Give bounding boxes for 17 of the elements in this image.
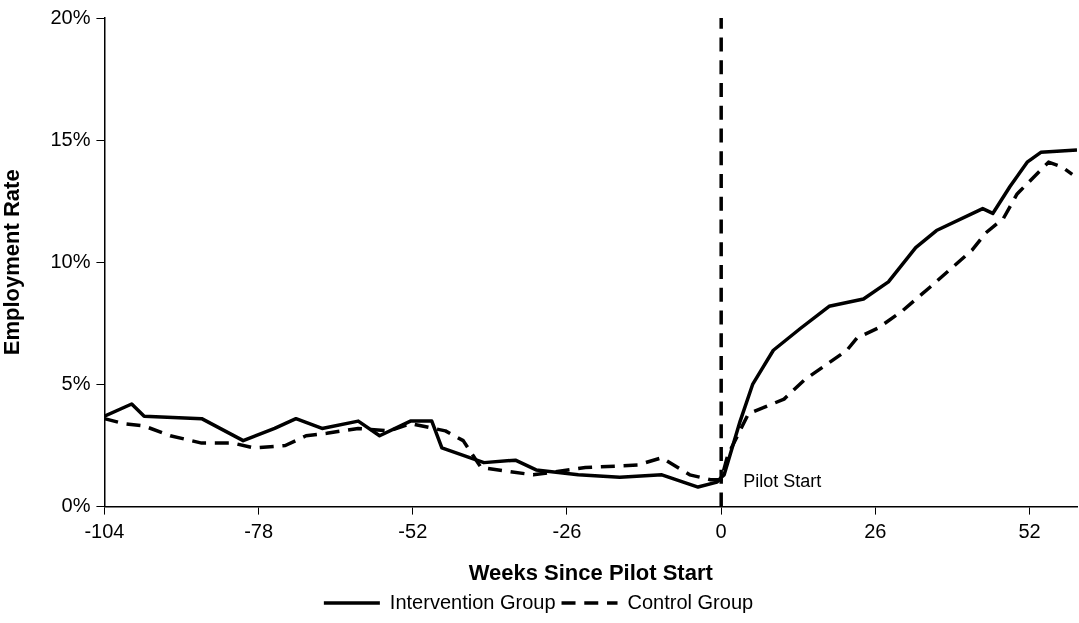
legend-label: Intervention Group [389, 590, 556, 613]
y-tick-label: 15% [50, 127, 91, 150]
ref-line-label: Pilot Start [743, 470, 822, 491]
y-tick-label: 20% [50, 5, 91, 28]
x-tick-label: -26 [552, 520, 582, 543]
x-tick-label: 52 [1018, 520, 1041, 543]
x-tick-label: 0 [715, 520, 727, 543]
x-tick-label: -78 [244, 520, 274, 543]
x-tick-label: 26 [864, 520, 887, 543]
x-tick-label: -52 [398, 520, 428, 543]
x-tick-label: -104 [84, 520, 125, 543]
y-axis-title: Employment Rate [0, 169, 25, 356]
x-axis-title: Weeks Since Pilot Start [468, 559, 714, 585]
y-tick-label: 0% [61, 494, 91, 517]
legend-label: Control Group [627, 590, 754, 613]
y-tick-label: 10% [50, 249, 91, 272]
y-tick-label: 5% [61, 371, 91, 394]
